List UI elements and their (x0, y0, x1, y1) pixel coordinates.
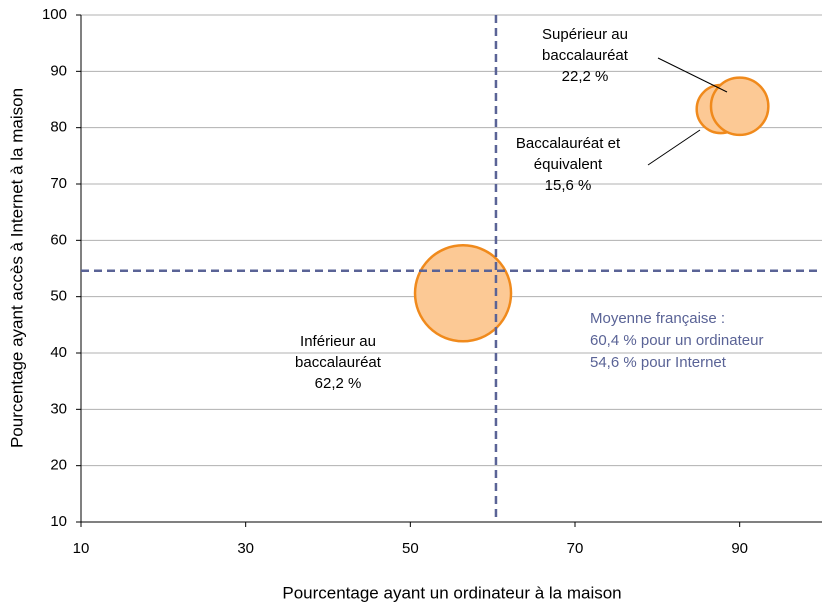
mean-text: 54,6 % pour Internet (590, 354, 727, 371)
y-tick-label: 80 (50, 119, 67, 136)
size-label: 15,6 % (545, 177, 592, 194)
y-tick-label: 70 (50, 175, 67, 192)
bubble (709, 76, 770, 137)
bubble-label: Baccalauréat et (516, 135, 621, 152)
y-tick-label: 50 (50, 288, 67, 305)
x-tick-label: 70 (567, 540, 584, 557)
bubble-label: baccalauréat (295, 354, 382, 371)
y-tick-label: 60 (50, 231, 67, 248)
x-tick-label: 90 (731, 540, 748, 557)
y-tick-label: 100 (42, 6, 67, 23)
x-tick-label: 50 (402, 540, 419, 557)
size-label: 62,2 % (315, 375, 362, 392)
mean-text: 60,4 % pour un ordinateur (590, 332, 763, 349)
bubble-label: baccalauréat (542, 47, 629, 64)
x-tick-label: 10 (73, 540, 90, 557)
y-tick-label: 90 (50, 62, 67, 79)
bubble-label: Inférieur au (300, 333, 376, 350)
y-axis-label: Pourcentage ayant accès à Internet à la … (7, 88, 26, 448)
y-tick-label: 40 (50, 344, 67, 361)
pointer (657, 57, 728, 93)
x-axis-label: Pourcentage ayant un ordinateur à la mai… (282, 583, 621, 602)
bubble (413, 244, 513, 343)
size-label: 22,2 % (562, 68, 609, 85)
y-tick-label: 10 (50, 513, 67, 530)
bubble-label: équivalent (534, 156, 603, 173)
x-tick-label: 30 (237, 540, 254, 557)
pointer (647, 129, 701, 166)
y-tick-label: 20 (50, 457, 67, 474)
mean-text: Moyenne française : (590, 310, 725, 327)
bubble-label: Supérieur au (542, 26, 628, 43)
y-tick-label: 30 (50, 400, 67, 417)
